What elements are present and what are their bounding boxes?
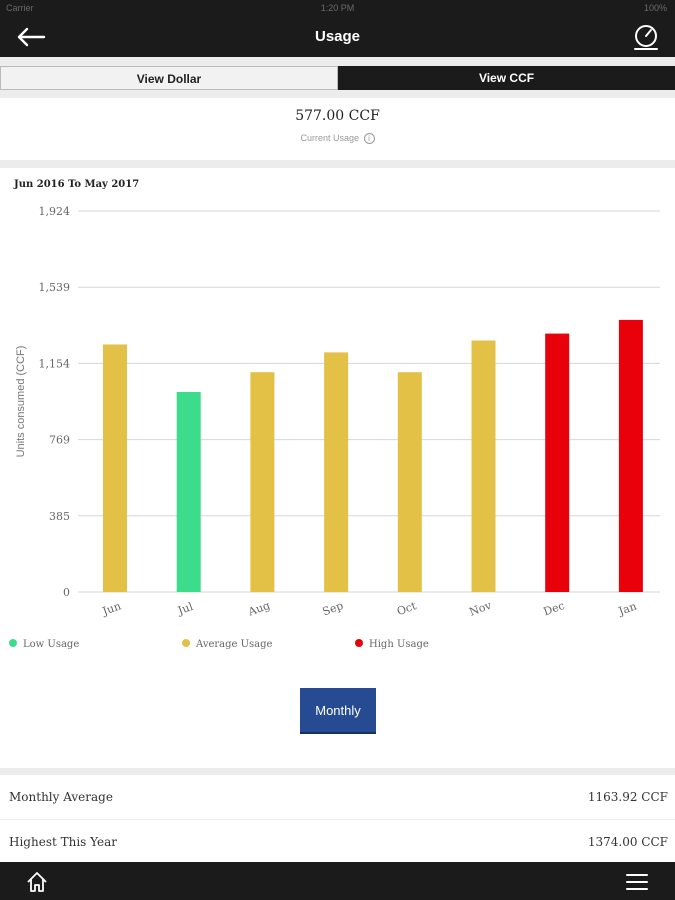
monthly-average-label: Monthly Average <box>9 790 113 804</box>
y-tick-label: 385 <box>49 510 70 523</box>
y-tick-label: 1,539 <box>39 281 71 294</box>
current-usage-caption: Current Usage i <box>0 133 675 145</box>
monthly-button[interactable]: Monthly <box>300 688 376 732</box>
menu-icon[interactable] <box>626 873 648 891</box>
date-range: Jun 2016 To May 2017 <box>14 179 140 190</box>
legend-swatch-average <box>182 639 190 647</box>
y-axis-label: Units consumed (CCF) <box>15 346 27 458</box>
highest-this-year-row: Highest This Year 1374.00 CCF <box>0 820 675 864</box>
nav-bar: Usage <box>0 16 675 57</box>
bar-jul <box>176 391 201 592</box>
x-tick-label: Jul <box>175 600 195 618</box>
info-icon[interactable]: i <box>363 133 375 145</box>
current-usage-label: Current Usage <box>300 133 359 143</box>
bar-nov <box>471 340 496 592</box>
y-tick-label: 769 <box>49 434 70 447</box>
x-tick-label: Aug <box>246 599 272 619</box>
bar-jan <box>618 319 643 592</box>
usage-bar-chart: 1,924 1,539 1,154 769 385 0 Units consumed (CC… <box>9 205 660 650</box>
view-dollar-tab[interactable]: View Dollar <box>0 66 338 90</box>
current-usage-value: 577.00 CCF <box>295 108 380 124</box>
current-usage-card: 577.00 CCF Current Usage i <box>0 98 675 160</box>
legend-label-average: Average Usage <box>195 639 273 650</box>
y-tick-label: 1,924 <box>39 205 71 218</box>
bar-oct <box>397 372 422 592</box>
legend-swatch-high <box>355 639 363 647</box>
legend-label-high: High Usage <box>369 639 429 650</box>
clock: 1:20 PM <box>320 3 355 13</box>
legend-label-low: Low Usage <box>23 639 79 650</box>
bar-sep <box>324 352 349 592</box>
carrier-label: Carrier <box>6 3 34 13</box>
x-tick-label: Jan <box>616 600 638 619</box>
usage-chart-card: Jun 2016 To May 2017 1,924 1,539 1,154 769 3… <box>0 168 675 768</box>
monthly-average-row: Monthly Average 1163.92 CCF <box>0 775 675 819</box>
monthly-average-value: 1163.92 CCF <box>587 790 668 804</box>
view-ccf-tab[interactable]: View CCF <box>338 66 675 90</box>
home-icon[interactable] <box>25 870 49 894</box>
gauge-icon[interactable] <box>631 22 661 52</box>
x-tick-label: Oct <box>395 599 418 618</box>
y-tick-label: 1,154 <box>39 357 71 370</box>
bar-jun <box>103 344 127 592</box>
x-tick-label: Dec <box>542 599 567 619</box>
battery-level: 100% <box>643 3 667 13</box>
bar-dec <box>545 333 570 592</box>
y-tick-label: 0 <box>63 586 70 599</box>
page-title: Usage <box>314 28 361 45</box>
status-bar: Carrier 1:20 PM 100% <box>0 0 675 16</box>
highest-this-year-label: Highest This Year <box>9 835 118 849</box>
highest-this-year-value: 1374.00 CCF <box>587 835 668 849</box>
legend-swatch-low <box>9 639 17 647</box>
bar-aug <box>250 372 275 592</box>
tab-bar <box>0 862 675 900</box>
x-tick-label: Nov <box>468 598 494 618</box>
x-tick-label: Jun <box>100 599 123 618</box>
arrow-left-icon[interactable] <box>14 25 48 49</box>
x-tick-label: Sep <box>321 599 345 618</box>
